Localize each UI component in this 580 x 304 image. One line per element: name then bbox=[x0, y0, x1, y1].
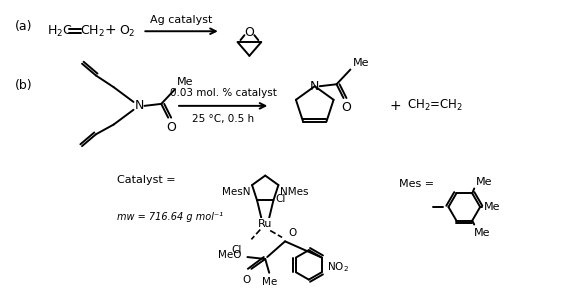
Text: O: O bbox=[288, 228, 296, 238]
Text: Cl: Cl bbox=[231, 245, 241, 255]
Text: O$_2$: O$_2$ bbox=[119, 24, 135, 40]
Text: CH$_2$=CH$_2$: CH$_2$=CH$_2$ bbox=[407, 98, 463, 113]
Text: (b): (b) bbox=[14, 79, 32, 92]
Text: Ru: Ru bbox=[258, 219, 273, 229]
Text: +: + bbox=[389, 99, 401, 113]
Text: MeO: MeO bbox=[218, 250, 241, 260]
Text: (a): (a) bbox=[14, 20, 32, 33]
Text: Me: Me bbox=[484, 202, 501, 212]
Text: MesN: MesN bbox=[222, 187, 250, 197]
Text: H$_2$C: H$_2$C bbox=[48, 24, 73, 40]
Text: Me: Me bbox=[177, 77, 194, 87]
Text: O: O bbox=[342, 101, 351, 114]
Text: Me: Me bbox=[353, 57, 369, 67]
Text: +: + bbox=[105, 23, 117, 37]
Text: Me: Me bbox=[262, 277, 277, 287]
Text: O: O bbox=[244, 26, 255, 39]
Text: O: O bbox=[166, 121, 176, 133]
Text: Catalyst =: Catalyst = bbox=[117, 174, 175, 185]
Text: Mes =: Mes = bbox=[399, 179, 434, 189]
Text: O: O bbox=[242, 275, 251, 285]
Text: NMes: NMes bbox=[280, 187, 309, 197]
Text: N: N bbox=[135, 99, 144, 112]
Text: CH$_2$: CH$_2$ bbox=[80, 24, 105, 40]
Text: N: N bbox=[310, 80, 320, 93]
Text: mw = 716.64 g mol⁻¹: mw = 716.64 g mol⁻¹ bbox=[117, 212, 223, 222]
Text: 25 °C, 0.5 h: 25 °C, 0.5 h bbox=[192, 114, 254, 124]
Text: Ag catalyst: Ag catalyst bbox=[150, 16, 213, 25]
Text: Cl: Cl bbox=[275, 194, 285, 204]
Text: 0.03 mol. % catalyst: 0.03 mol. % catalyst bbox=[170, 88, 277, 98]
Text: NO$_2$: NO$_2$ bbox=[327, 260, 349, 274]
Text: Me: Me bbox=[476, 178, 492, 188]
Text: Me: Me bbox=[474, 228, 491, 238]
